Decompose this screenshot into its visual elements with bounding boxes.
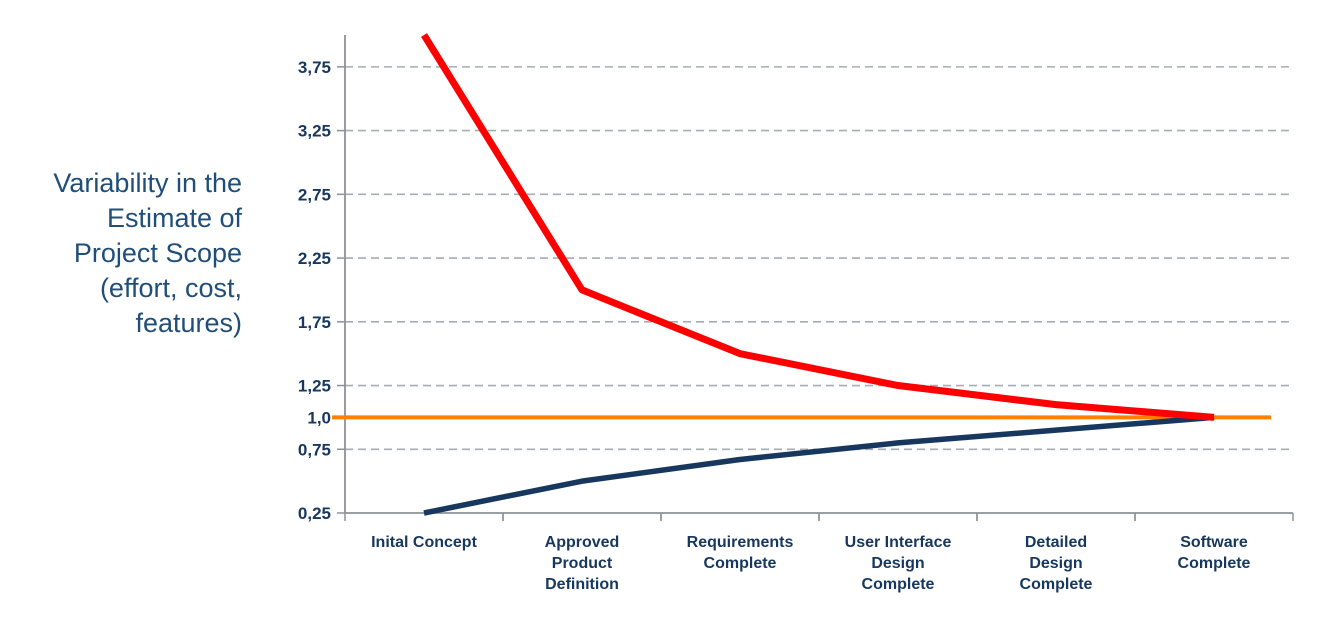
y-tick-label: 3,25 bbox=[298, 122, 331, 141]
y-axis-title-line: Variability in the bbox=[53, 168, 242, 198]
x-category-label: Requirements Complete bbox=[687, 534, 794, 572]
x-category-label: User Interface Design Complete bbox=[845, 534, 952, 593]
y-axis-title-line: Project Scope bbox=[73, 238, 242, 268]
y-axis-title-line: Estimate of bbox=[106, 203, 242, 233]
x-category-label: Inital Concept bbox=[371, 534, 477, 551]
y-tick-label: 0,25 bbox=[298, 504, 331, 523]
series-line-upper-bound-estimate bbox=[421, 33, 1215, 421]
x-category-label: Software Complete bbox=[1178, 534, 1251, 572]
y-axis-title-line: features) bbox=[135, 308, 242, 338]
y-axis-title-line: (effort, cost, bbox=[99, 273, 242, 303]
y-tick-label: 1,25 bbox=[298, 377, 331, 396]
y-tick-label: 0,75 bbox=[298, 440, 331, 459]
y-tick-label: 2,25 bbox=[298, 249, 331, 268]
y-tick-label: 3,75 bbox=[298, 58, 331, 77]
x-category-label: Approved Product Definition bbox=[545, 534, 620, 593]
x-category-label: Detailed Design Complete bbox=[1020, 534, 1093, 593]
series-line-lower-bound-estimate bbox=[423, 414, 1215, 516]
y-tick-label: 1,0 bbox=[307, 408, 331, 427]
y-tick-label: 1,75 bbox=[298, 313, 331, 332]
y-tick-label: 2,75 bbox=[298, 185, 331, 204]
y-axis-title: Variability in the Estimate of Project S… bbox=[0, 166, 242, 341]
